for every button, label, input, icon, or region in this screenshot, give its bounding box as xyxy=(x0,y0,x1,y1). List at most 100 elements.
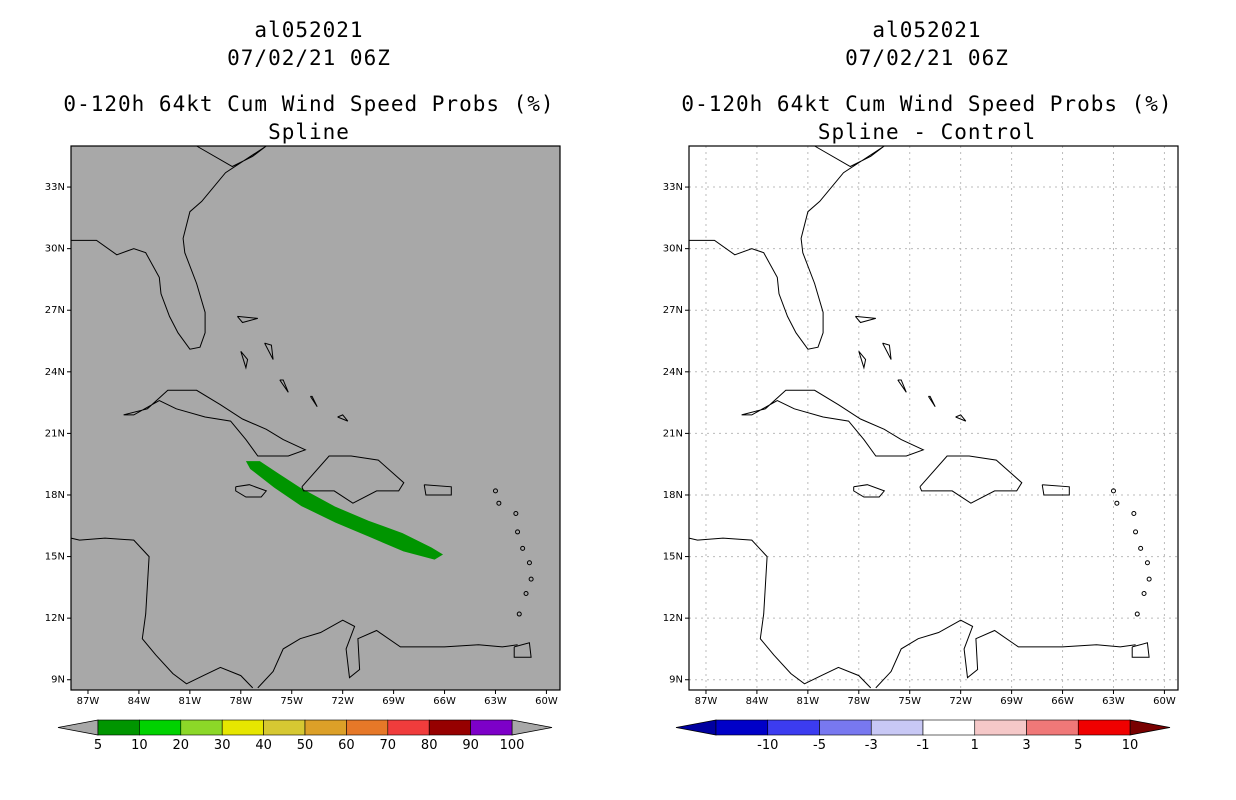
lon-label: 63W xyxy=(1102,696,1125,707)
coastline xyxy=(897,379,907,393)
colorbar-label: 70 xyxy=(380,738,397,753)
lon-label: 66W xyxy=(433,696,456,707)
coastline xyxy=(858,350,867,370)
lat-label: 33N xyxy=(45,182,65,193)
panel-subtitle: Spline - Control xyxy=(817,120,1037,144)
lat-label: 15N xyxy=(663,552,683,563)
lat-label: 27N xyxy=(45,305,65,316)
coastline xyxy=(688,537,872,689)
lon-label: 75W xyxy=(280,696,303,707)
lon-label: 87W xyxy=(695,696,718,707)
lat-label: 30N xyxy=(663,244,683,255)
colorbar-cell xyxy=(97,719,140,736)
coastline xyxy=(855,315,876,324)
island xyxy=(1114,500,1120,506)
coastline xyxy=(875,619,1136,689)
colorbar-cell xyxy=(139,719,182,736)
coastline xyxy=(337,414,349,422)
island xyxy=(515,529,521,535)
island xyxy=(526,560,532,566)
map-frame xyxy=(688,145,1179,691)
colorbar-low-arrow xyxy=(675,719,717,736)
island xyxy=(1141,591,1147,597)
colorbar-label: 60 xyxy=(338,738,355,753)
island xyxy=(1134,611,1140,617)
lat-label: 9N xyxy=(669,675,683,686)
colorbar-cell xyxy=(819,719,872,736)
colorbar-high-arrow xyxy=(511,719,553,736)
colorbar-label: -10 xyxy=(757,738,778,753)
colorbar-cell xyxy=(870,719,924,736)
colorbar-cell xyxy=(221,719,264,736)
colorbar-cell xyxy=(1026,719,1079,736)
lat-label: 30N xyxy=(45,244,65,255)
lat-label: 9N xyxy=(51,675,65,686)
coastline xyxy=(1131,642,1150,658)
coastline xyxy=(882,342,892,360)
lon-label: 63W xyxy=(484,696,507,707)
island xyxy=(516,611,522,617)
colorbar-low-arrow xyxy=(57,719,99,736)
lat-label: 27N xyxy=(663,305,683,316)
coastline xyxy=(301,455,405,504)
colorbar-cell xyxy=(1077,719,1131,736)
island xyxy=(1144,560,1150,566)
lat-label: 12N xyxy=(45,613,65,624)
probability-swath xyxy=(245,461,444,560)
datetime: 07/02/21 06Z xyxy=(227,46,391,70)
coastline xyxy=(237,315,258,324)
colorbar-label: 3 xyxy=(1022,738,1030,753)
colorbar-cell xyxy=(974,719,1027,736)
coastline xyxy=(264,342,274,360)
island xyxy=(1138,545,1144,551)
colorbar-cell xyxy=(767,719,820,736)
colorbar-label: 10 xyxy=(131,738,148,753)
coastline xyxy=(853,484,886,498)
lon-label: 75W xyxy=(898,696,921,707)
island xyxy=(496,500,502,506)
coastline xyxy=(309,395,318,407)
colorbar-label: 90 xyxy=(462,738,479,753)
coastline xyxy=(240,350,249,370)
colorbar-cell xyxy=(922,719,976,736)
lat-label: 12N xyxy=(663,613,683,624)
island xyxy=(1133,529,1139,535)
colorbar-label: 40 xyxy=(255,738,272,753)
lon-label: 60W xyxy=(535,696,558,707)
island xyxy=(1131,510,1137,516)
coastline xyxy=(513,642,532,658)
colorbar-label: -3 xyxy=(865,738,878,753)
colorbar-cell xyxy=(180,719,223,736)
colorbar-label: 1 xyxy=(971,738,979,753)
colorbar-label: 20 xyxy=(173,738,190,753)
island xyxy=(1110,488,1116,494)
lon-label: 81W xyxy=(179,696,202,707)
product-title: 0-120h 64kt Cum Wind Speed Probs (%) xyxy=(681,92,1173,116)
colorbar-cell xyxy=(304,719,347,736)
island xyxy=(1146,576,1152,582)
island xyxy=(523,591,529,597)
lat-label: 33N xyxy=(663,182,683,193)
colorbar-cell xyxy=(428,719,471,736)
coastline xyxy=(741,389,925,457)
lon-label: 72W xyxy=(331,696,354,707)
lon-label: 66W xyxy=(1051,696,1074,707)
lat-label: 24N xyxy=(45,367,65,378)
coastline xyxy=(257,619,518,689)
island xyxy=(492,488,498,494)
coastline xyxy=(279,379,289,393)
storm-id: al052021 xyxy=(254,18,364,42)
lon-label: 69W xyxy=(1000,696,1023,707)
lon-label: 87W xyxy=(77,696,100,707)
lat-label: 18N xyxy=(663,490,683,501)
coastline xyxy=(123,389,307,457)
storm-id: al052021 xyxy=(872,18,982,42)
island xyxy=(513,510,519,516)
lon-label: 84W xyxy=(128,696,151,707)
lon-label: 81W xyxy=(797,696,820,707)
colorbar-label: 50 xyxy=(297,738,314,753)
colorbar-label: -5 xyxy=(813,738,826,753)
coastline xyxy=(919,455,1023,504)
colorbar-label: 30 xyxy=(214,738,231,753)
datetime: 07/02/21 06Z xyxy=(845,46,1009,70)
